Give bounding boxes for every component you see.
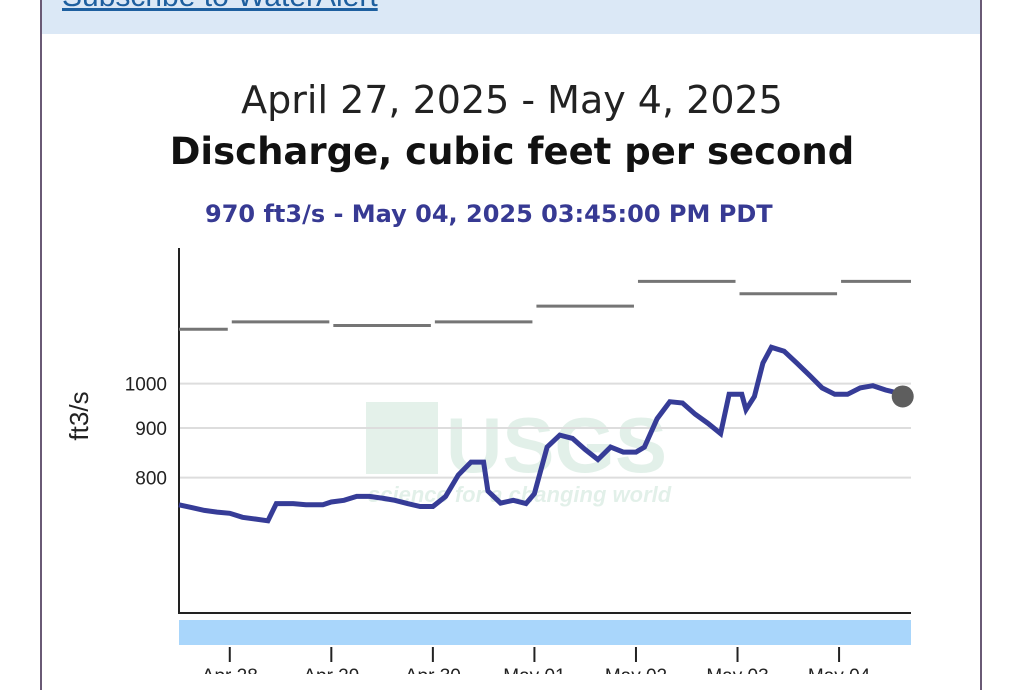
usgs-watermark-logo: USGS science for a changing world [366,401,672,507]
y-tick-label: 800 [135,469,167,490]
watermark-logo-text: USGS [446,401,667,489]
latest-value-marker[interactable] [891,385,914,408]
y-tick-labels: 800 900 1000 [125,375,167,490]
x-tick-label: May 04 [808,666,871,674]
x-tick-label: May 03 [706,666,768,674]
approval-status-bar [179,620,911,645]
hydrograph-chart[interactable]: USGS science for a changing world 800 900… [0,0,1024,674]
usgs-wave-icon [366,402,438,474]
x-tick-label: May 02 [605,666,667,674]
x-tick-marks: Apr 28 Apr 29 Apr 30 May 01 May 02 May 03 May … [202,647,871,674]
current-value-readout: 970 ft3/s - May 04, 2025 03:45:00 PM PDT [205,200,773,228]
x-tick-label: Apr 28 [202,666,258,674]
x-tick-label: May 01 [503,666,565,674]
x-tick-label: Apr 30 [405,666,461,674]
chart-date-range: April 27, 2025 - May 4, 2025 [241,78,783,122]
y-tick-label: 900 [135,419,167,440]
y-tick-label: 1000 [125,375,167,396]
card-frame [40,0,982,690]
chart-parameter-title: Discharge, cubic feet per second [169,130,855,173]
y-gridlines [179,382,911,479]
wateralert-banner [42,0,980,34]
x-tick-label: Apr 29 [303,666,359,674]
discharge-series-line[interactable] [178,344,907,524]
median-series [179,279,911,331]
subscribe-wateralert-link[interactable]: Subscribe to WaterAlert [62,0,378,14]
y-axis-title: ft3/s [64,391,94,440]
